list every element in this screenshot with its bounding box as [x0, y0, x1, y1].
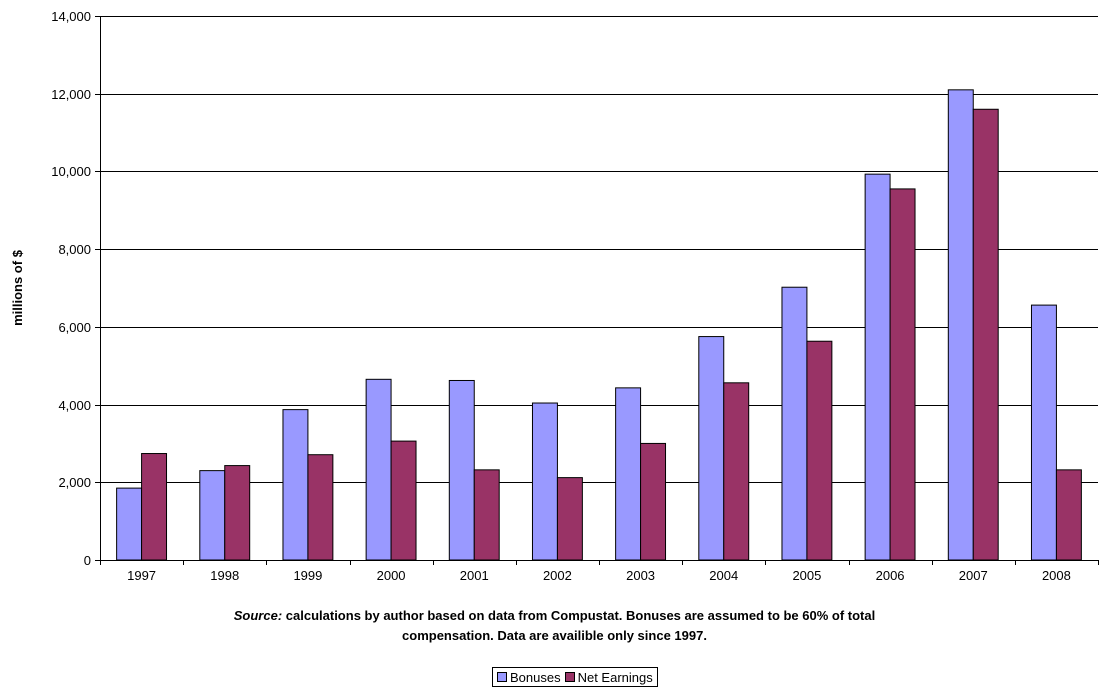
bar-bonuses-2007 — [947, 89, 974, 561]
x-tick-label: 1998 — [210, 568, 239, 583]
source-label: Source: — [233, 608, 283, 623]
source-note-line-2: compensation. Data are availible only si… — [0, 626, 1109, 646]
x-tick-labels: 1997 1998 1999 2000 2001 2002 2003 2004 2005 2006… — [127, 568, 1071, 583]
x-tick-label: 2003 — [626, 568, 655, 583]
bar-net-earnings-2002 — [556, 477, 583, 561]
bar-net-earnings-2006 — [889, 188, 916, 561]
y-axis-title: millions of $ — [10, 249, 25, 326]
bar-net-earnings-2004 — [723, 382, 750, 561]
bars — [116, 89, 1082, 561]
bar-bonuses-2006 — [864, 173, 891, 561]
bar-net-earnings-1997 — [141, 453, 168, 561]
bar-net-earnings-2003 — [640, 442, 667, 561]
legend: Bonuses Net Earnings — [492, 667, 658, 687]
source-text-1: calculations by author based on data fro… — [285, 608, 876, 623]
y-tick-label: 4,000 — [58, 398, 91, 413]
x-tick-label: 2001 — [460, 568, 489, 583]
x-tick-label: 2006 — [876, 568, 905, 583]
bar-bonuses-1998 — [199, 470, 226, 561]
x-tick-label: 2005 — [792, 568, 821, 583]
x-tick-label: 2004 — [709, 568, 738, 583]
bar-net-earnings-2008 — [1055, 469, 1082, 561]
x-tick-label: 2008 — [1042, 568, 1071, 583]
legend-label-net-earnings: Net Earnings — [577, 669, 653, 685]
x-tick-label: 1997 — [127, 568, 156, 583]
source-text-2: compensation. Data are availible only si… — [402, 628, 707, 643]
bar-bonuses-2005 — [781, 286, 808, 561]
y-tick-label: 8,000 — [58, 242, 91, 257]
bar-net-earnings-1999 — [307, 454, 334, 561]
bar-net-earnings-1998 — [224, 465, 251, 561]
y-tick-label: 2,000 — [58, 475, 91, 490]
y-tick-label: 12,000 — [51, 87, 91, 102]
bar-bonuses-2008 — [1030, 304, 1057, 561]
bar-net-earnings-2007 — [972, 108, 999, 561]
x-tick-label: 2000 — [377, 568, 406, 583]
bar-bonuses-2004 — [698, 336, 725, 561]
source-note-line-1: Source: calculations by author based on … — [0, 606, 1109, 626]
legend-swatch-net-earnings — [564, 672, 575, 682]
bar-bonuses-2003 — [615, 387, 642, 561]
legend-label-bonuses: Bonuses — [510, 669, 561, 685]
y-tick-label: 14,000 — [51, 9, 91, 24]
bar-net-earnings-2001 — [473, 469, 500, 561]
x-tick-label: 2002 — [543, 568, 572, 583]
bar-bonuses-2001 — [448, 379, 475, 561]
legend-item-bonuses: Bonuses — [497, 670, 561, 685]
legend-item-net-earnings: Net Earnings — [564, 669, 653, 685]
y-tick-label: 0 — [84, 553, 91, 568]
bar-net-earnings-2005 — [806, 340, 833, 561]
axes — [95, 16, 1099, 565]
bar-bonuses-1999 — [282, 409, 309, 561]
x-tick-label: 1999 — [293, 568, 322, 583]
y-tick-labels: 0 2,000 4,000 6,000 8,000 10,000 12,000 14,000 — [51, 9, 91, 568]
bar-bonuses-2002 — [531, 402, 558, 561]
y-tick-label: 6,000 — [58, 320, 91, 335]
bar-bonuses-1997 — [116, 487, 143, 561]
gridlines — [100, 16, 1098, 483]
y-tick-label: 10,000 — [51, 164, 91, 179]
bar-net-earnings-2000 — [390, 440, 417, 561]
x-tick-label: 2007 — [959, 568, 988, 583]
bar-bonuses-2000 — [365, 378, 392, 561]
legend-swatch-bonuses — [497, 672, 507, 682]
